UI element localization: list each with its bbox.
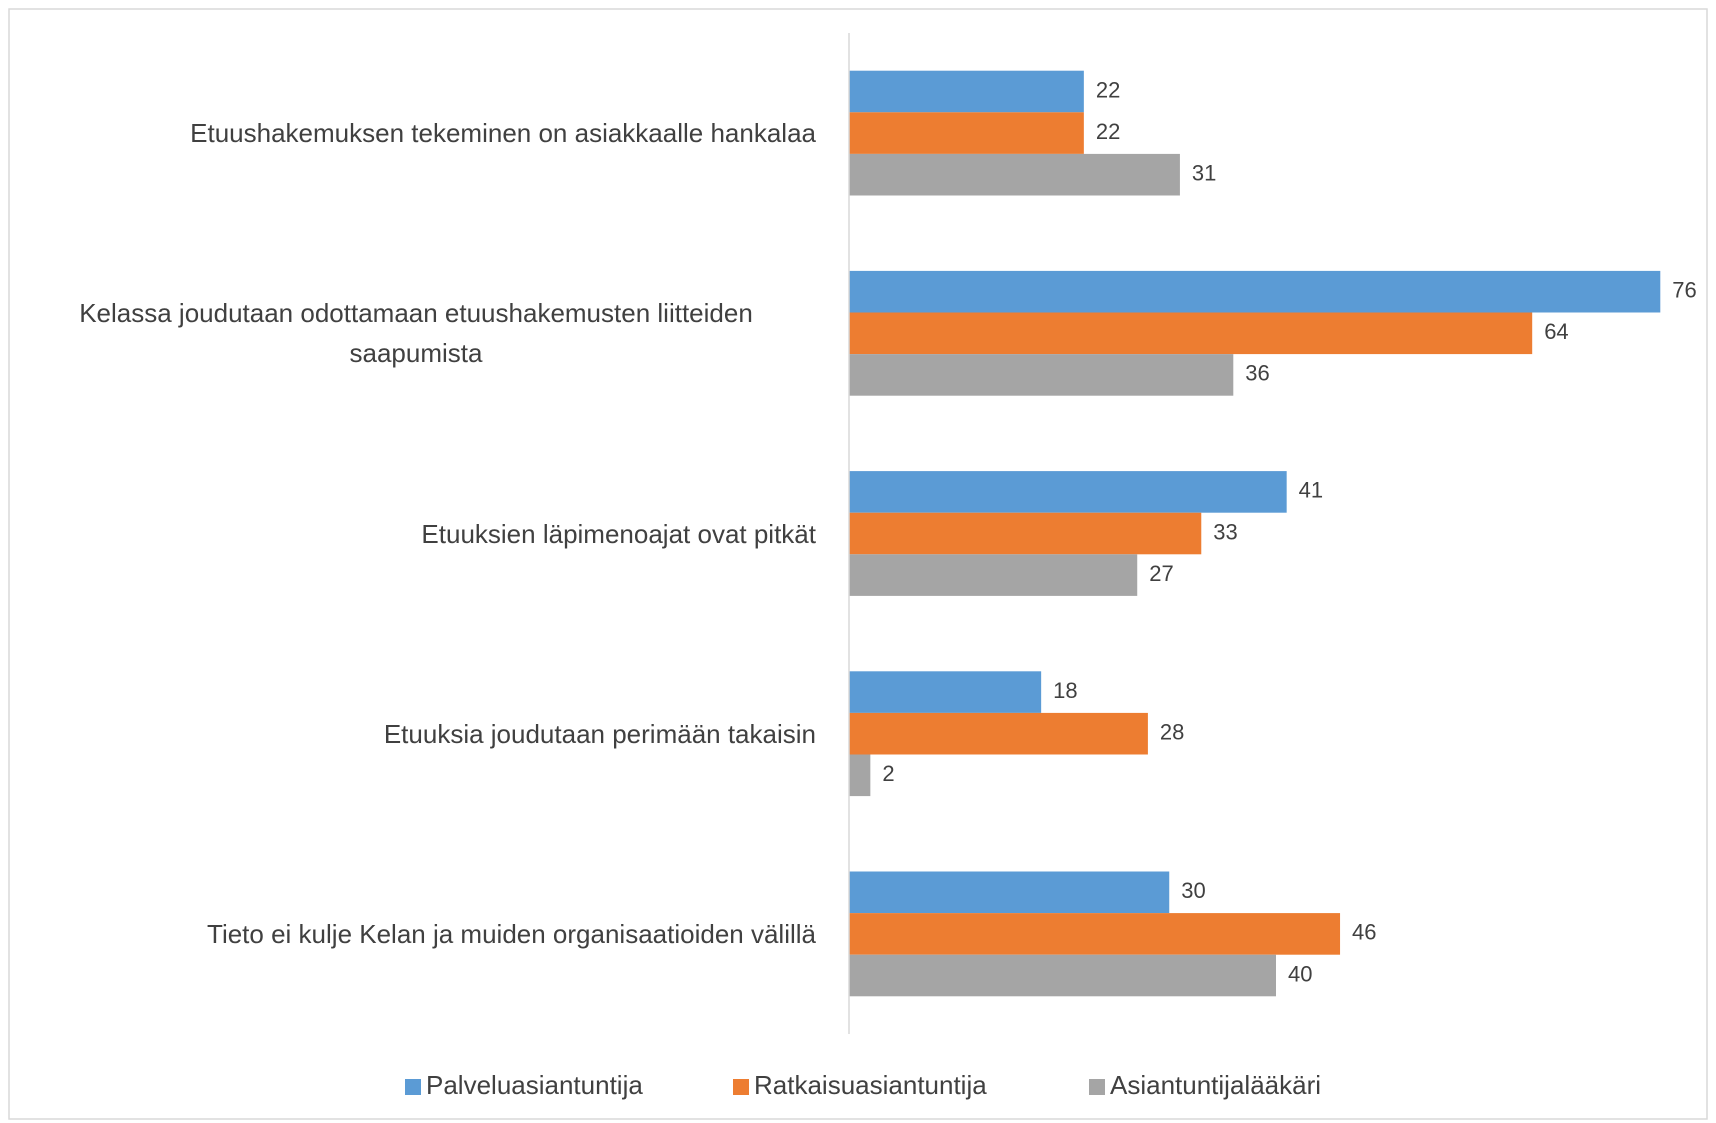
data-label: 2 [882,761,894,786]
bar [849,754,871,797]
category-label-box: Etuushakemuksen tekeminen on asiakkaalle… [0,113,816,153]
bar [849,712,1148,755]
legend-swatch [733,1079,749,1095]
data-label: 33 [1213,519,1237,544]
data-label: 46 [1352,920,1376,945]
bar [849,913,1341,955]
y-tick-label: Etuuksia joudutaan perimään takaisin [383,718,816,749]
data-label: 36 [1245,361,1269,386]
category-label-box: Kelassa joudutaan odottamaan etuushakemu… [0,293,816,373]
bar [849,312,1533,355]
category-label-box: Etuuksien läpimenoajat ovat pitkät [0,514,816,554]
y-tick-label: Kelassa joudutaan odottamaan etuushakemu… [79,298,753,369]
bar [849,954,1276,997]
legend-label: Ratkaisuasiantuntija [754,1070,987,1100]
bar [849,512,1202,555]
bar [849,354,1234,396]
category-label-box: Tieto ei kulje Kelan ja muiden organisaa… [0,914,816,954]
bar [849,70,1084,113]
bar [849,554,1138,596]
y-tick-label: Etuushakemuksen tekeminen on asiakkaalle… [190,118,816,149]
bar [849,112,1084,154]
data-label: 18 [1053,678,1077,703]
legend-label: Palveluasiantuntija [426,1070,643,1100]
legend-label: Asiantuntijalääkäri [1110,1070,1321,1100]
data-label: 64 [1544,319,1568,344]
chart-border [8,8,1708,1120]
data-label: 28 [1160,720,1184,745]
data-label: 22 [1096,119,1120,144]
data-label: 27 [1149,561,1173,586]
data-label: 76 [1672,278,1696,303]
y-tick-label: Tieto ei kulje Kelan ja muiden organisaa… [207,918,816,949]
legend-swatch [1089,1079,1105,1095]
bar [849,471,1287,513]
bar [849,871,1170,914]
data-label: 30 [1181,878,1205,903]
legend-swatch [405,1079,421,1095]
bar [849,671,1042,713]
data-label: 31 [1192,161,1216,186]
data-label: 40 [1288,961,1312,986]
bar [849,270,1661,313]
category-label-box: Etuuksia joudutaan perimään takaisin [0,714,816,754]
data-label: 41 [1299,478,1323,503]
y-tick-label: Etuuksien läpimenoajat ovat pitkät [421,518,816,549]
bar [849,153,1180,196]
data-label: 22 [1096,77,1120,102]
